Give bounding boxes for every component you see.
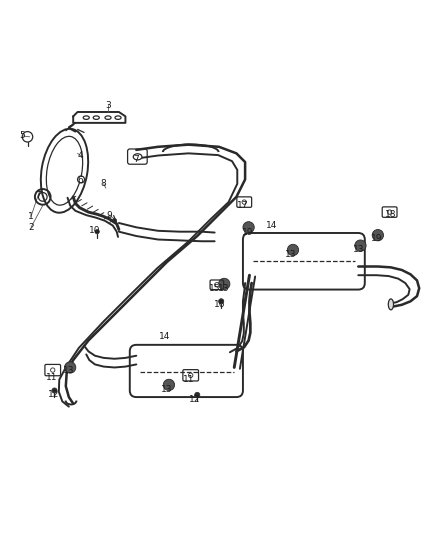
Text: 11: 11	[46, 373, 57, 382]
Circle shape	[113, 219, 117, 223]
Text: 14: 14	[265, 221, 277, 230]
Ellipse shape	[83, 116, 89, 119]
Circle shape	[78, 176, 85, 183]
Text: 7: 7	[35, 191, 41, 200]
Text: 13: 13	[63, 366, 74, 375]
Text: 5: 5	[19, 132, 25, 140]
Text: 18: 18	[385, 210, 397, 219]
Circle shape	[388, 210, 392, 214]
Circle shape	[163, 379, 175, 391]
Text: 2: 2	[28, 223, 34, 232]
Ellipse shape	[133, 154, 142, 160]
Text: 4: 4	[78, 151, 83, 160]
Ellipse shape	[93, 116, 99, 119]
Circle shape	[64, 362, 76, 373]
Text: 19: 19	[241, 228, 253, 237]
Circle shape	[243, 222, 254, 233]
Text: 16: 16	[214, 300, 226, 309]
Text: 11: 11	[183, 375, 194, 384]
Text: 1: 1	[28, 212, 34, 221]
Text: 9: 9	[106, 211, 112, 220]
Text: 3: 3	[105, 101, 111, 110]
Circle shape	[219, 298, 224, 304]
Circle shape	[372, 230, 384, 241]
Text: 19: 19	[371, 233, 382, 243]
Text: 14: 14	[159, 332, 170, 341]
Text: 10: 10	[89, 227, 101, 235]
Circle shape	[242, 200, 247, 204]
Text: 6: 6	[78, 176, 84, 185]
Text: 12: 12	[48, 390, 59, 399]
Text: 13: 13	[218, 284, 229, 293]
Ellipse shape	[105, 116, 111, 119]
Text: 13: 13	[353, 246, 364, 254]
Ellipse shape	[115, 116, 121, 119]
Circle shape	[52, 388, 57, 393]
Text: 15: 15	[209, 284, 220, 293]
Circle shape	[219, 278, 230, 289]
Circle shape	[287, 244, 299, 256]
Text: 17: 17	[237, 201, 249, 210]
Circle shape	[355, 240, 366, 251]
Circle shape	[188, 373, 193, 377]
Text: 7: 7	[134, 156, 139, 164]
Text: 8: 8	[101, 179, 106, 188]
Circle shape	[194, 392, 200, 398]
Text: 13: 13	[285, 250, 297, 259]
Circle shape	[95, 230, 99, 234]
Text: 12: 12	[189, 395, 201, 403]
Ellipse shape	[389, 299, 393, 310]
Text: 13: 13	[161, 385, 173, 394]
Circle shape	[215, 282, 219, 287]
Circle shape	[50, 368, 55, 372]
